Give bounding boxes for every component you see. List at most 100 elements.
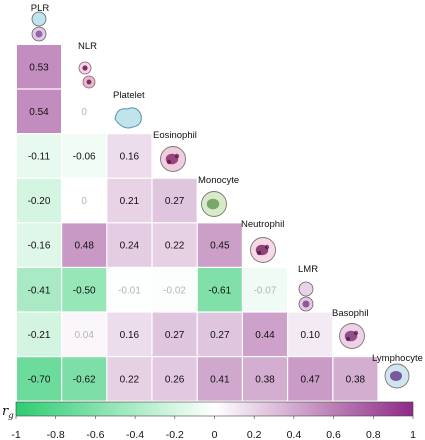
cell-value-label: 0.22 bbox=[165, 241, 185, 252]
variable-label: LMR bbox=[298, 264, 318, 275]
heatmap-cell bbox=[17, 312, 61, 356]
colorbar-tick-label: 1 bbox=[410, 429, 416, 440]
cell-value-label: 0.10 bbox=[300, 330, 320, 341]
variable-label: Monocyte bbox=[198, 175, 239, 186]
colorbar-tick-label: -0.4 bbox=[126, 429, 144, 440]
cell-value-label: 0.21 bbox=[120, 196, 140, 207]
cell-value-label: -0.50 bbox=[73, 285, 96, 296]
cell-value-label: 0.16 bbox=[120, 152, 140, 163]
cell-value-label: 0 bbox=[81, 196, 87, 207]
heatmap-cell bbox=[243, 268, 287, 312]
heatmap-cell bbox=[152, 223, 197, 267]
blood-cell-icon bbox=[384, 363, 410, 389]
cell-value-label: 0.45 bbox=[210, 241, 230, 252]
cell-value-label: -0.01 bbox=[118, 285, 141, 296]
cell-value-label: -0.02 bbox=[163, 285, 186, 296]
heatmap-cell bbox=[107, 223, 152, 267]
heatmap-cell bbox=[107, 178, 152, 223]
colorbar-tick-label: -1 bbox=[11, 429, 20, 440]
heatmap-cell bbox=[197, 312, 242, 356]
heatmap-cell bbox=[152, 312, 197, 356]
cell-value-label: -0.61 bbox=[208, 285, 231, 296]
heatmap-cells: 0.53 0.54 0 -0.11 -0.06 0.16 -0.20 0 0.21 0.27 -0.… bbox=[17, 45, 378, 401]
colorbar-tick-label: -0.8 bbox=[47, 429, 65, 440]
colorbar-title: rg bbox=[2, 404, 14, 421]
blood-cell-icon bbox=[201, 191, 227, 217]
heatmap-cell bbox=[333, 357, 378, 401]
cell-value-label: 0 bbox=[81, 107, 87, 118]
cell-value-label: -0.20 bbox=[28, 196, 51, 207]
heatmap-cell bbox=[17, 45, 61, 89]
cell-value-label: -0.70 bbox=[28, 375, 51, 386]
heatmap-cell bbox=[17, 178, 61, 223]
colorbar-tick-label: -0.2 bbox=[166, 429, 184, 440]
heatmap-cell bbox=[62, 223, 107, 267]
cell-type-icons bbox=[31, 11, 410, 389]
heatmap-cell bbox=[107, 134, 152, 178]
heatmap-cell bbox=[17, 89, 61, 133]
variable-label: Neutrophil bbox=[241, 219, 284, 230]
cell-value-label: 0.22 bbox=[120, 375, 140, 386]
colorbar-gradient bbox=[15, 401, 414, 417]
cell-value-label: 0.54 bbox=[29, 107, 49, 118]
heatmap-cell bbox=[17, 134, 61, 178]
cell-value-label: 0.16 bbox=[120, 330, 140, 341]
heatmap-cell bbox=[107, 357, 152, 401]
cell-value-label: -0.11 bbox=[28, 152, 50, 163]
heatmap-cell bbox=[17, 223, 61, 267]
blood-cell-icon bbox=[298, 281, 314, 312]
variable-labels: PLR NLR Platelet Eosinophil Monocyte Neutroph… bbox=[31, 3, 423, 364]
cell-value-label: -0.07 bbox=[254, 285, 277, 296]
heatmap-cell bbox=[197, 223, 242, 267]
heatmap-cell bbox=[288, 312, 333, 356]
heatmap-cell bbox=[288, 357, 333, 401]
heatmap-cell bbox=[197, 357, 242, 401]
cell-value-label: 0.27 bbox=[210, 330, 230, 341]
heatmap-cell bbox=[107, 268, 152, 312]
blood-cell-icon bbox=[114, 107, 142, 129]
heatmap-cell bbox=[62, 357, 107, 401]
cell-value-label: 0.27 bbox=[165, 196, 185, 207]
heatmap-cell bbox=[152, 357, 197, 401]
heatmap-cell bbox=[243, 312, 287, 356]
blood-cell-icon bbox=[339, 323, 365, 349]
cell-value-label: -0.06 bbox=[73, 152, 96, 163]
colorbar-tick-label: -0.6 bbox=[86, 429, 104, 440]
cell-value-label: 0.41 bbox=[210, 375, 230, 386]
cell-value-label: 0.04 bbox=[74, 330, 94, 341]
cell-value-label: 0.24 bbox=[120, 241, 140, 252]
heatmap-cell bbox=[152, 178, 197, 223]
colorbar-tick-label: 0.4 bbox=[287, 429, 302, 440]
colorbar-tick-label: 0.2 bbox=[247, 429, 262, 440]
cell-value-label: 0.53 bbox=[29, 62, 49, 73]
cell-value-label: -0.41 bbox=[28, 285, 51, 296]
variable-label: Eosinophil bbox=[153, 130, 197, 141]
cell-value-label: -0.16 bbox=[28, 241, 51, 252]
heatmap-cell bbox=[107, 312, 152, 356]
variable-label: PLR bbox=[31, 3, 50, 14]
heatmap-cell bbox=[17, 357, 61, 401]
cell-value-label: 0.38 bbox=[255, 375, 275, 386]
blood-cell-icon bbox=[250, 237, 276, 263]
colorbar-tick-label: 0 bbox=[212, 429, 218, 440]
variable-label: NLR bbox=[78, 41, 97, 52]
heatmap-cell bbox=[152, 268, 197, 312]
cell-value-label: 0.47 bbox=[300, 375, 320, 386]
heatmap-cell bbox=[62, 268, 107, 312]
colorbar-tick-label: 0.8 bbox=[366, 429, 381, 440]
variable-label: Lymphocyte bbox=[372, 353, 423, 364]
cell-value-label: -0.21 bbox=[28, 330, 51, 341]
cell-value-label: 0.38 bbox=[346, 375, 366, 386]
heatmap-cell bbox=[17, 268, 61, 312]
colorbar-tick-label: 0.6 bbox=[326, 429, 341, 440]
heatmap-cell bbox=[62, 134, 107, 178]
blood-cell-icon bbox=[160, 146, 186, 172]
variable-label: Platelet bbox=[113, 90, 145, 101]
cell-value-label: 0.48 bbox=[74, 241, 94, 252]
variable-label: Basophil bbox=[332, 308, 368, 319]
blood-cell-icon bbox=[78, 61, 96, 89]
heatmap-cell bbox=[62, 89, 107, 133]
colorbar: rg -1 -0.8 -0.6 -0.4 -0.2 0 0.2 0.4 0.6 0.8 1 bbox=[2, 401, 416, 440]
cell-value-label: 0.26 bbox=[165, 375, 185, 386]
